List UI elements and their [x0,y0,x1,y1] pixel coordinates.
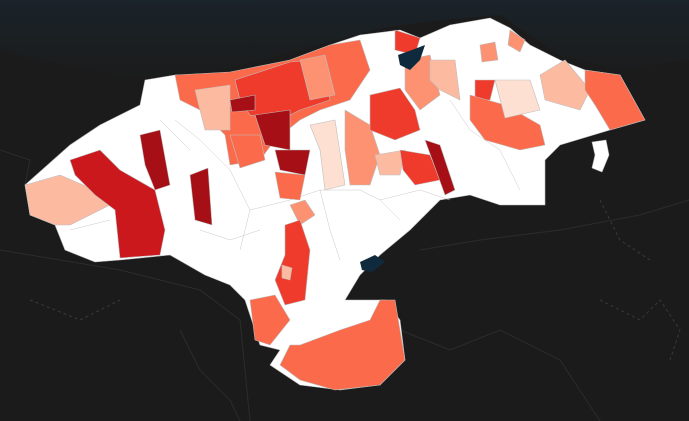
municipality[interactable] [229,134,266,169]
municipality[interactable] [424,139,456,196]
municipality[interactable] [69,149,166,259]
municipality[interactable] [309,119,346,191]
municipality[interactable] [249,294,291,346]
municipality[interactable] [507,29,526,53]
municipality[interactable] [229,94,256,113]
municipality[interactable] [274,219,311,306]
municipality[interactable] [479,41,499,63]
municipality[interactable] [474,79,496,101]
municipality[interactable] [279,299,406,391]
background-roads [0,149,689,421]
municipality[interactable] [584,69,646,131]
municipality[interactable] [189,167,213,226]
municipality[interactable] [281,264,293,281]
municipality[interactable] [374,149,406,176]
municipality[interactable] [299,54,336,101]
region-cantabria [24,17,646,391]
municipality[interactable] [494,79,541,119]
municipality[interactable] [139,129,171,191]
municipality[interactable] [274,171,306,201]
reservoir-water [360,255,385,272]
municipality[interactable] [429,59,461,101]
municipality[interactable] [539,59,591,111]
municipality[interactable] [369,87,421,141]
sea-area [0,0,689,80]
estuary-water [398,45,425,70]
municipality[interactable] [194,84,231,131]
municipality[interactable] [289,199,316,226]
municipality-exclave[interactable] [591,139,610,173]
municipality[interactable] [399,149,441,186]
